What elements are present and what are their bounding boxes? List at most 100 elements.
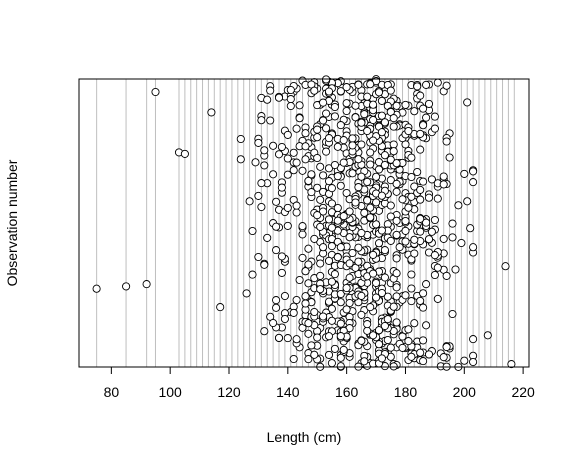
data-point [263, 95, 272, 104]
data-point [374, 326, 384, 335]
data-point [369, 115, 378, 125]
x-axis-title: Length (cm) [267, 429, 342, 445]
data-point [298, 166, 307, 175]
data-point [422, 218, 431, 227]
data-point [283, 154, 292, 163]
data-point [357, 336, 366, 345]
data-point [313, 211, 322, 220]
data-point [345, 259, 354, 268]
data-point [366, 303, 375, 312]
data-point [442, 137, 451, 146]
data-point [269, 141, 278, 150]
data-point [260, 260, 269, 269]
data-point [272, 303, 281, 312]
data-point [507, 360, 516, 369]
data-point [392, 318, 401, 327]
data-point [180, 149, 189, 158]
data-point [377, 111, 386, 120]
x-axis: 80 100 120 140 160 180 200 220 [104, 366, 535, 400]
data-point [251, 158, 260, 167]
data-point [354, 155, 363, 164]
data-point [389, 140, 398, 149]
data-point [372, 278, 381, 288]
data-point [289, 354, 298, 364]
data-point [330, 270, 339, 279]
data-point [416, 348, 425, 357]
data-point [413, 167, 422, 177]
data-point [313, 183, 322, 192]
data-point [407, 270, 416, 279]
data-point [416, 296, 425, 305]
data-point [380, 246, 389, 255]
data-point [348, 134, 357, 143]
data-point [304, 355, 313, 364]
data-point [469, 243, 478, 252]
data-point [354, 183, 363, 192]
data-point [269, 318, 278, 328]
data-point [336, 332, 345, 341]
data-point [442, 81, 451, 90]
data-point [416, 214, 425, 223]
data-point [301, 292, 310, 301]
data-point [260, 327, 269, 336]
data-point [363, 126, 372, 136]
data-point [448, 309, 457, 319]
data-point [298, 253, 307, 262]
data-point [369, 269, 378, 278]
data-point [401, 216, 410, 226]
data-point [389, 362, 398, 371]
data-point [386, 343, 395, 352]
data-point [422, 80, 431, 89]
data-point [366, 148, 375, 157]
data-point [339, 345, 348, 354]
data-point [333, 172, 342, 181]
data-point [369, 136, 378, 145]
data-point [363, 177, 372, 186]
data-point [354, 257, 363, 266]
data-point [254, 138, 263, 147]
data-point [380, 118, 389, 127]
data-point [363, 326, 372, 335]
data-point [366, 213, 375, 222]
data-point [348, 248, 357, 258]
data-point [383, 292, 392, 301]
data-point [377, 354, 386, 363]
data-point [345, 273, 354, 282]
data-point [342, 83, 351, 92]
data-point [374, 340, 384, 349]
data-point [433, 194, 442, 203]
data-point [122, 282, 131, 291]
data-point [404, 203, 413, 212]
data-point [283, 334, 292, 343]
data-point [342, 106, 351, 116]
data-point [377, 288, 386, 298]
data-point [383, 315, 392, 324]
data-point [207, 108, 216, 117]
data-point [336, 87, 345, 96]
data-point [319, 98, 328, 107]
data-point [380, 151, 389, 160]
data-point [357, 172, 366, 181]
data-point [292, 295, 301, 305]
data-point [301, 142, 310, 151]
data-point [304, 176, 313, 185]
data-point [330, 112, 339, 121]
data-point [374, 88, 384, 97]
data-point [351, 101, 360, 110]
data-point [92, 284, 101, 293]
data-point [392, 269, 401, 278]
data-point [389, 122, 398, 131]
data-point [410, 319, 419, 328]
data-point [289, 308, 298, 317]
data-point [298, 222, 307, 231]
data-point [448, 219, 457, 228]
data-point [392, 216, 401, 225]
data-point [357, 310, 366, 319]
data-point [342, 283, 351, 293]
data-point [316, 222, 325, 231]
data-point [348, 141, 357, 150]
data-point [410, 249, 419, 258]
data-point [336, 298, 345, 307]
data-point [363, 196, 372, 205]
